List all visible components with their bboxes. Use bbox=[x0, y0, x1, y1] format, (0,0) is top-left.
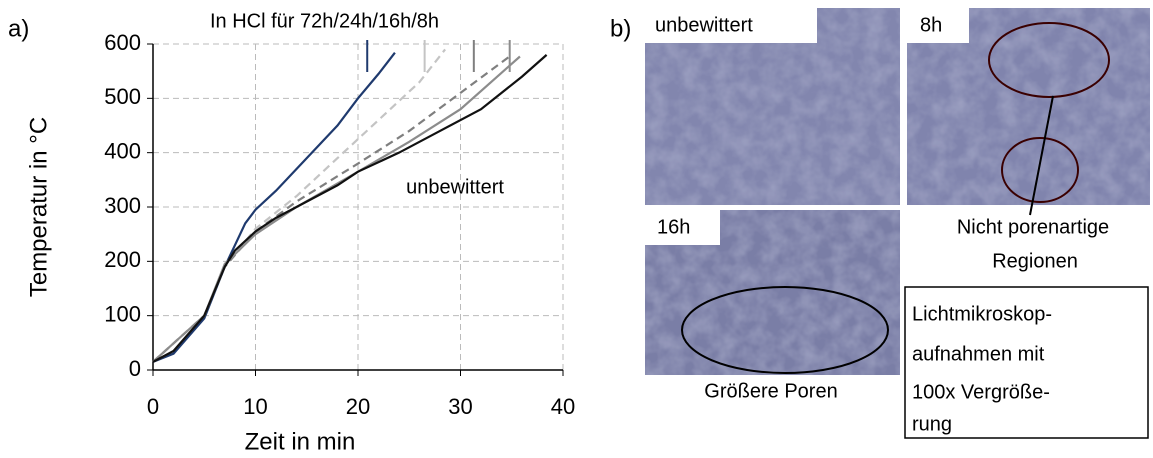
x-tick-label: 40 bbox=[551, 394, 575, 419]
ellipse bbox=[681, 286, 889, 374]
annotation: In HCl für 72h/24h/16h/8h bbox=[210, 10, 439, 32]
note: Lichtmikroskop- bbox=[912, 303, 1052, 325]
y-tick-label: 0 bbox=[129, 356, 141, 381]
x-tick-label: 0 bbox=[147, 394, 159, 419]
pointer bbox=[1029, 95, 1054, 216]
x-axis-title: Zeit in min bbox=[245, 428, 356, 455]
image-label: 8h bbox=[920, 14, 942, 36]
image-label: 16h bbox=[657, 216, 690, 238]
note-box bbox=[904, 286, 1149, 439]
label-bg bbox=[645, 210, 720, 245]
panel-label: a) bbox=[8, 15, 29, 42]
note: rung bbox=[912, 413, 952, 435]
callout: Größere Poren bbox=[704, 380, 837, 402]
ellipse bbox=[1001, 137, 1079, 203]
x-tick-label: 20 bbox=[346, 394, 370, 419]
y-tick-label: 500 bbox=[104, 84, 141, 109]
callout: Regionen bbox=[992, 250, 1078, 272]
series-line bbox=[152, 52, 396, 363]
y-tick-label: 200 bbox=[104, 247, 141, 272]
y-tick-label: 600 bbox=[104, 30, 141, 55]
y-tick-label: 100 bbox=[104, 301, 141, 326]
x-tick-label: 10 bbox=[243, 394, 267, 419]
series-line bbox=[152, 54, 548, 363]
callout: Nicht porenartige bbox=[957, 216, 1109, 238]
curve-label: unbewittert bbox=[406, 176, 504, 198]
panel-label: b) bbox=[610, 15, 631, 42]
y-tick-label: 300 bbox=[104, 193, 141, 218]
series-line bbox=[152, 48, 446, 363]
label-bg bbox=[907, 8, 969, 43]
ellipse bbox=[988, 22, 1110, 98]
image-label: unbewittert bbox=[655, 14, 753, 36]
series-line bbox=[152, 53, 513, 363]
x-tick-label: 30 bbox=[448, 394, 472, 419]
y-tick-label: 400 bbox=[104, 138, 141, 163]
y-axis-title: Temperatur in °C bbox=[25, 117, 52, 297]
note: aufnahmen mit bbox=[912, 343, 1045, 365]
label-bg bbox=[645, 8, 817, 43]
note: 100x Vergröße- bbox=[912, 381, 1050, 403]
